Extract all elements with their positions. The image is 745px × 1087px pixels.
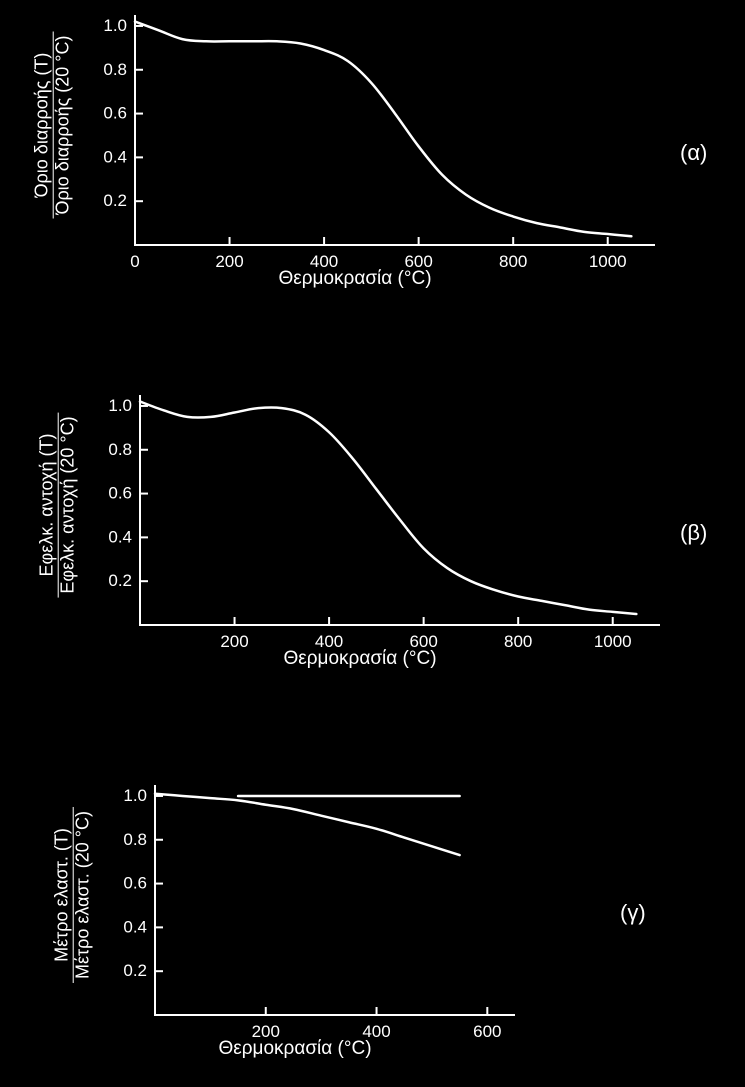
svg-text:0.6: 0.6 (108, 484, 132, 503)
ylabel-b: Εφελκ. αντοχή (T) Εφελκ. αντοχή (20 °C) (28, 390, 88, 620)
svg-text:0.4: 0.4 (103, 147, 127, 166)
svg-text:0.8: 0.8 (108, 440, 132, 459)
svg-text:0.8: 0.8 (123, 830, 147, 849)
svg-text:0.2: 0.2 (123, 961, 147, 980)
panel-b: Εφελκ. αντοχή (T) Εφελκ. αντοχή (20 °C) … (0, 380, 745, 680)
plot-a: 0.20.40.60.81.002004006008001000 (95, 10, 665, 280)
ylabel-a-den: Όριο διαρροής (20 °C) (54, 32, 74, 219)
svg-text:0.6: 0.6 (123, 874, 147, 893)
ylabel-b-den: Εφελκ. αντοχή (20 °C) (59, 412, 79, 597)
panel-a: Όριο διαρροής (T) Όριο διαρροής (20 °C) … (0, 0, 745, 300)
xlabel-c: Θερμοκρασία (°C) (115, 1038, 475, 1060)
panel-b-tag: (β) (680, 520, 707, 546)
ylabel-c-den: Μέτρο ελαστ. (20 °C) (74, 807, 94, 983)
ylabel-a-num: Όριο διαρροής (T) (33, 32, 54, 219)
svg-text:1.0: 1.0 (103, 16, 127, 35)
svg-text:0.4: 0.4 (108, 527, 132, 546)
svg-text:0.4: 0.4 (123, 917, 147, 936)
svg-text:1.0: 1.0 (123, 786, 147, 805)
ylabel-b-num: Εφελκ. αντοχή (T) (38, 412, 59, 597)
plot-b: 0.20.40.60.81.02004006008001000 (100, 390, 670, 660)
plot-c: 0.20.40.60.81.0200400600 (115, 780, 525, 1050)
ylabel-c: Μέτρο ελαστ. (T) Μέτρο ελαστ. (20 °C) (43, 780, 103, 1010)
xlabel-a: Θερμοκρασία (°C) (95, 268, 615, 290)
svg-text:0.2: 0.2 (103, 191, 127, 210)
panel-c-tag: (γ) (620, 900, 646, 926)
svg-text:600: 600 (473, 1022, 501, 1041)
panel-a-tag: (α) (680, 140, 707, 166)
xlabel-b: Θερμοκρασία (°C) (100, 648, 620, 670)
panel-c: Μέτρο ελαστ. (T) Μέτρο ελαστ. (20 °C) 0.… (0, 770, 745, 1070)
svg-text:0.6: 0.6 (103, 104, 127, 123)
svg-text:1.0: 1.0 (108, 396, 132, 415)
svg-text:0.2: 0.2 (108, 571, 132, 590)
ylabel-c-num: Μέτρο ελαστ. (T) (53, 807, 74, 983)
ylabel-a: Όριο διαρροής (T) Όριο διαρροής (20 °C) (23, 10, 83, 240)
svg-text:0.8: 0.8 (103, 60, 127, 79)
